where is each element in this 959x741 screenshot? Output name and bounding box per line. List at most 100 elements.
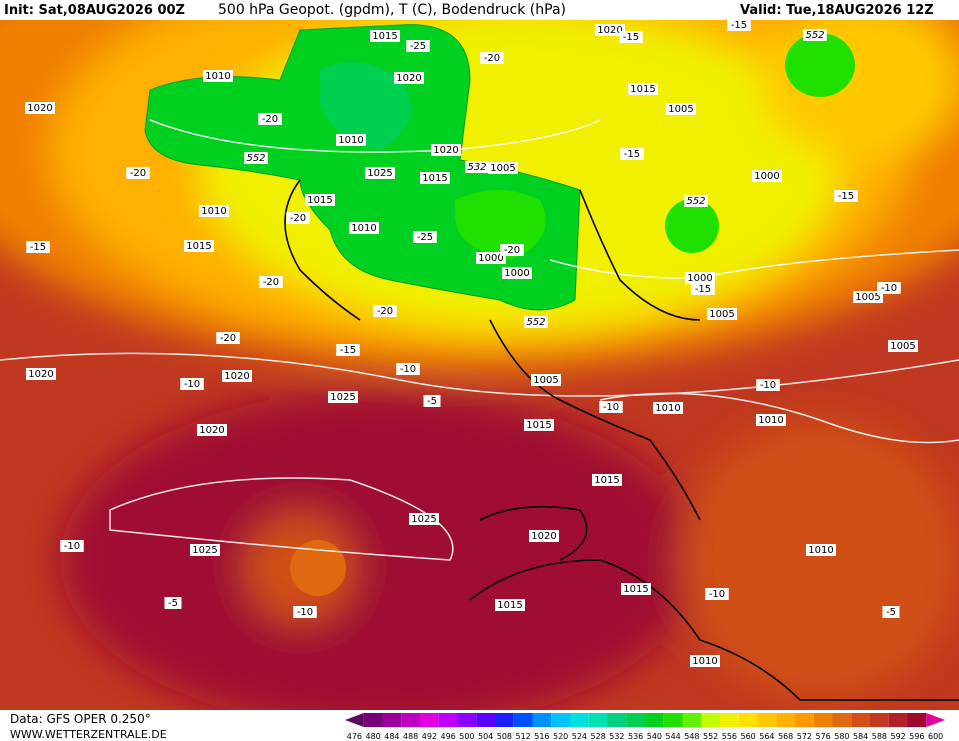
temperature-label: -20 — [377, 306, 393, 317]
temperature-label: -20 — [262, 114, 278, 125]
colorbar-swatch — [701, 713, 720, 727]
colorbar-swatch — [382, 713, 402, 727]
map-title: 500 hPa Geopot. (gpdm), T (C), Bodendruc… — [218, 2, 566, 18]
valid-text: Valid: Tue,18AUG2026 12Z — [740, 3, 934, 18]
label-box — [409, 513, 439, 525]
isobar-label: 1005 — [490, 163, 515, 174]
isobar-label: 1000 — [754, 171, 779, 182]
colorbar-label: 516 — [534, 732, 549, 741]
label-box — [394, 72, 424, 84]
isobar-label: 1010 — [205, 71, 230, 82]
website: WWW.WETTERZENTRALE.DE — [10, 728, 167, 741]
label-box — [258, 113, 282, 125]
label-box — [216, 332, 240, 344]
colorbar-label: 500 — [459, 732, 474, 741]
label-box — [690, 655, 720, 667]
label-box — [26, 368, 56, 380]
isobar-label: 1015 — [594, 475, 619, 486]
colorbar-swatch — [663, 713, 683, 727]
label-box — [877, 282, 901, 294]
label-box — [373, 305, 397, 317]
label-box — [349, 222, 379, 234]
colorbar-label: 508 — [497, 732, 512, 741]
label-box — [619, 31, 643, 43]
temperature-label: -10 — [881, 283, 897, 294]
colorbar-label: 584 — [853, 732, 868, 741]
colorbar-swatch — [738, 713, 758, 727]
temperature-label: -10 — [760, 380, 776, 391]
colorbar-swatch — [570, 713, 589, 727]
label-box — [599, 401, 623, 413]
label-box — [756, 414, 786, 426]
label-box — [336, 134, 366, 146]
colorbar-swatch — [551, 713, 570, 727]
colorbar-label: 588 — [872, 732, 887, 741]
isobar-label: 1015 — [623, 584, 648, 595]
label-box — [328, 391, 358, 403]
isobar-label: 1015 — [186, 241, 211, 252]
temperature-label: -25 — [410, 41, 426, 52]
label-box — [691, 283, 715, 295]
label-box — [628, 83, 658, 95]
label-box — [336, 344, 360, 356]
label-box — [180, 378, 204, 390]
colorbar-swatch — [626, 713, 645, 727]
label-box — [621, 583, 651, 595]
isobar-label: 1020 — [27, 103, 52, 114]
colorbar-swatch — [363, 713, 383, 727]
colorbar-label: 544 — [665, 732, 680, 741]
label-box — [531, 374, 561, 386]
colorbar-swatch — [513, 713, 533, 727]
colorbar-swatch — [776, 713, 795, 727]
label-box — [502, 267, 532, 279]
colorbar-label: 568 — [778, 732, 793, 741]
colorbar-arrow — [926, 713, 945, 727]
temperature-label: -5 — [427, 396, 437, 407]
colorbar-label: 520 — [553, 732, 568, 741]
isobar-label: 1010 — [808, 545, 833, 556]
label-box — [653, 402, 683, 414]
colorbar-label: 476 — [347, 732, 362, 741]
colorbar-label: 580 — [834, 732, 849, 741]
colorbar-label: 512 — [515, 732, 530, 741]
label-box — [529, 530, 559, 542]
height-label: 532 — [467, 162, 486, 173]
isobar-label: 1010 — [655, 403, 680, 414]
colorbar-label: 480 — [365, 732, 380, 741]
label-box — [803, 29, 827, 41]
isobar-label: 1010 — [351, 223, 376, 234]
isobar-label: 1020 — [28, 369, 53, 380]
isobar-label: 1015 — [526, 420, 551, 431]
temperature-label: -5 — [886, 607, 896, 618]
label-box — [126, 167, 150, 179]
label-box — [406, 40, 430, 52]
label-box — [244, 152, 268, 164]
temperature-label: -25 — [417, 232, 433, 243]
temperature-label: -15 — [340, 345, 356, 356]
label-box — [834, 190, 858, 202]
colorbar-swatch — [888, 713, 908, 727]
temperature-label: -20 — [504, 245, 520, 256]
isobar-label: 1015 — [630, 84, 655, 95]
colorbar-swatch — [438, 713, 458, 727]
colorbar-label: 528 — [590, 732, 605, 741]
height-label: 552 — [686, 196, 705, 207]
temperature-label: -15 — [624, 149, 640, 160]
colorbar-swatch — [476, 713, 495, 727]
isobar-label: 1005 — [668, 104, 693, 115]
label-box — [413, 231, 437, 243]
temperature-label: -15 — [838, 191, 854, 202]
colorbar-swatch — [757, 713, 777, 727]
colorbar-swatch — [682, 713, 702, 727]
label-box — [26, 241, 50, 253]
colorbar-swatch — [420, 713, 439, 727]
colorbar-swatch — [607, 713, 627, 727]
label-box — [286, 212, 310, 224]
label-box — [222, 370, 252, 382]
isobar-label: 1000 — [504, 268, 529, 279]
label-box — [495, 599, 525, 611]
label-box — [620, 148, 644, 160]
isobar-label: 1020 — [597, 25, 622, 36]
